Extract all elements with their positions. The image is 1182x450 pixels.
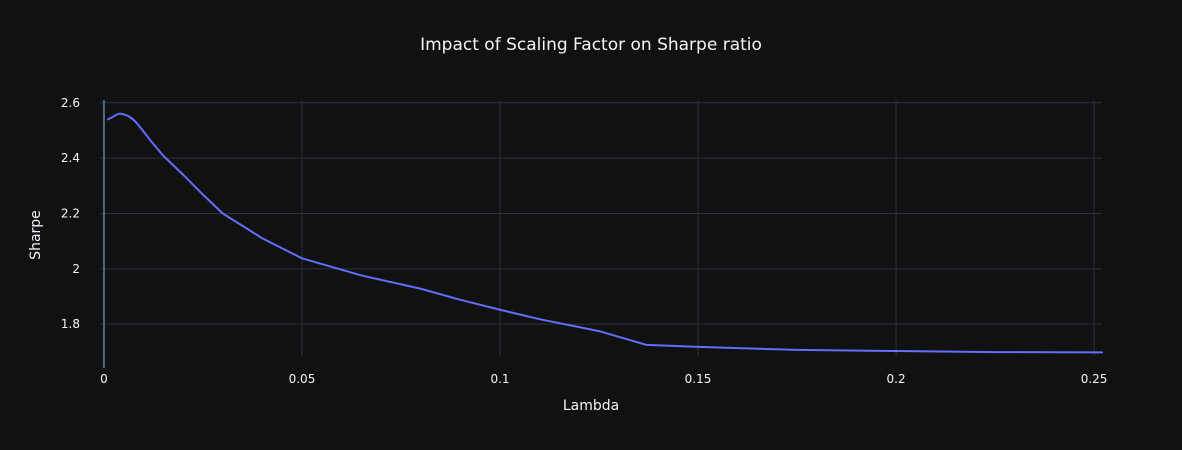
y-tick-label: 2.6 <box>61 96 80 110</box>
x-tick-label: 0.15 <box>685 372 712 386</box>
y-tick-label: 2.2 <box>61 206 80 220</box>
x-tick-labels: 0 0.05 0.1 0.15 0.2 0.25 <box>100 372 1107 386</box>
series-line-0 <box>106 112 1103 354</box>
y-tick-label: 2 <box>72 262 80 276</box>
x-axis-title: Lambda <box>563 398 619 414</box>
x-gridlines <box>301 100 1095 356</box>
x-tick-label: 0.1 <box>490 372 509 386</box>
chart-title: Impact of Scaling Factor on Sharpe ratio <box>420 35 762 55</box>
x-tick-label: 0.2 <box>887 372 906 386</box>
x-tick-label: 0.25 <box>1081 372 1108 386</box>
y-gridlines <box>100 102 1102 325</box>
y-axis-title: Sharpe <box>28 210 44 260</box>
x-tick-label: 0.05 <box>289 372 316 386</box>
series-layer <box>106 112 1103 354</box>
x-tick-label: 0 <box>100 372 108 386</box>
y-tick-label: 1.8 <box>61 317 80 331</box>
y-tick-label: 2.4 <box>61 151 80 165</box>
y-tick-labels: 1.8 2 2.2 2.4 2.6 <box>61 96 80 331</box>
